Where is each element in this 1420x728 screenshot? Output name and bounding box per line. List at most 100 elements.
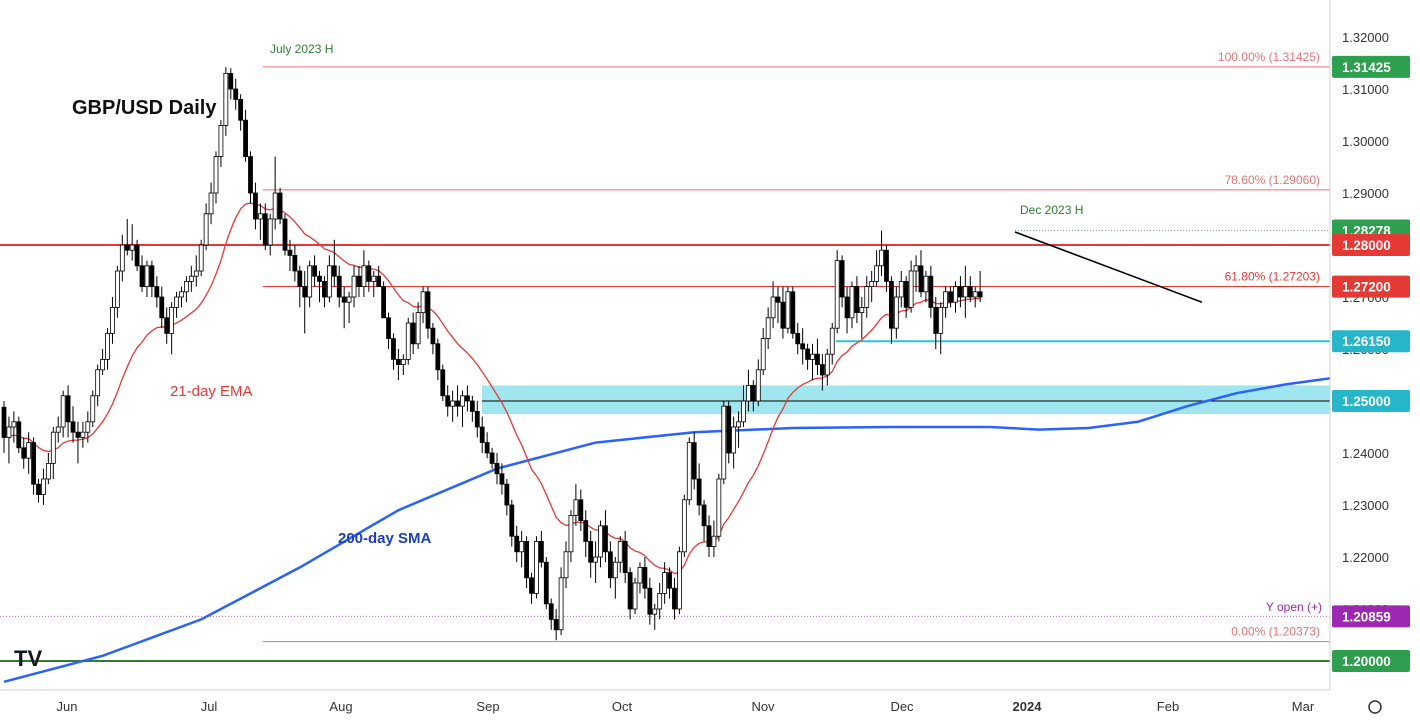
candle-down [780, 301, 786, 329]
candle-down [647, 587, 653, 615]
candle-down [839, 260, 845, 298]
price-tag-label: 1.20000 [1342, 654, 1391, 669]
candle-up [563, 551, 569, 579]
candle-up [208, 192, 214, 215]
candle-up [755, 369, 761, 402]
candle-down [262, 213, 268, 246]
candle-down [238, 99, 244, 121]
candle-down [726, 405, 732, 454]
candle-up [652, 608, 658, 615]
candle-up [677, 551, 682, 610]
candle-up [962, 286, 968, 298]
candle-up [351, 275, 357, 298]
candle-up [45, 462, 51, 480]
candle-up [218, 125, 224, 158]
candle-down [297, 270, 303, 287]
candle-down [529, 577, 534, 594]
candle-down [425, 291, 431, 329]
candle-down [159, 296, 165, 319]
candle-down [701, 504, 707, 527]
candle-up [519, 541, 525, 553]
candle-down [435, 343, 441, 371]
candle-up [864, 286, 870, 308]
candle-down [445, 395, 451, 407]
price-tag [1332, 55, 1410, 78]
candle-down [928, 275, 934, 308]
candle-up [568, 515, 574, 553]
candle-down [376, 275, 382, 288]
candle-up [657, 593, 663, 610]
candle-down [366, 265, 372, 282]
candle-down [356, 275, 362, 288]
candle-down [282, 218, 288, 251]
candle-down [455, 400, 460, 407]
y-tick-label: 1.32000 [1342, 30, 1389, 45]
candle-down [124, 244, 130, 251]
candle-up [711, 535, 717, 548]
july-high-label: July 2023 H [270, 42, 333, 56]
candle-down [164, 317, 170, 334]
price-tag-label: 1.20859 [1342, 609, 1391, 624]
candle-up [943, 291, 949, 308]
candle-down [312, 265, 317, 277]
price-tag-label: 1.28000 [1342, 238, 1391, 253]
candle-up [174, 296, 179, 308]
candle-down [31, 442, 36, 485]
candle-up [85, 421, 91, 433]
candle-down [386, 317, 391, 339]
candle-up [90, 395, 96, 423]
candle-up [41, 478, 46, 496]
candle-down [336, 275, 342, 298]
candle-up [95, 369, 101, 397]
candle-down [243, 119, 248, 157]
price-tag-label: 1.31425 [1342, 60, 1391, 75]
candle-down [977, 291, 983, 298]
y-tick-label: 1.23000 [1342, 498, 1389, 513]
candle-down [543, 561, 549, 605]
candle-up [55, 426, 61, 433]
candle-up [450, 400, 456, 407]
candle-up [105, 332, 110, 360]
candle-up [460, 395, 465, 407]
candle-down [642, 567, 648, 589]
candle-down [395, 358, 401, 365]
x-tick-label: Nov [751, 699, 775, 714]
x-tick-label: 2024 [1013, 699, 1043, 714]
candle-down [484, 442, 490, 454]
candle-up [716, 478, 722, 537]
x-tick-label: Sep [476, 699, 499, 714]
candle-down [253, 192, 258, 220]
candle-down [21, 447, 27, 459]
x-tick-label: Aug [329, 699, 352, 714]
candle-down [341, 296, 347, 303]
tradingview-logo: TV [14, 646, 42, 671]
ema21-label: 21-day EMA [170, 383, 253, 400]
settings-icon[interactable] [1368, 700, 1382, 714]
candle-down [75, 431, 81, 438]
candle-up [400, 358, 406, 365]
candle-up [361, 265, 367, 287]
candle-down [134, 244, 140, 267]
candle-up [188, 275, 194, 282]
candle-up [193, 270, 199, 277]
dec-high-label: Dec 2023 H [1020, 203, 1083, 217]
price-tag [1332, 605, 1410, 628]
price-tag [1332, 275, 1410, 298]
candle-up [913, 265, 919, 272]
candle-up [721, 405, 727, 480]
candle-down [514, 535, 520, 553]
candle-up [420, 291, 426, 313]
y-tick-label: 1.30000 [1342, 134, 1389, 149]
candle-up [129, 244, 135, 251]
candle-up [257, 213, 263, 220]
candle-down [331, 265, 337, 277]
candle-up [114, 270, 120, 308]
candle-down [805, 348, 810, 360]
candle-down [233, 88, 239, 100]
candle-up [6, 426, 12, 438]
candle-up [60, 395, 66, 428]
x-tick-label: Jun [57, 699, 78, 714]
candle-down [553, 619, 559, 631]
candle-up [874, 265, 880, 282]
